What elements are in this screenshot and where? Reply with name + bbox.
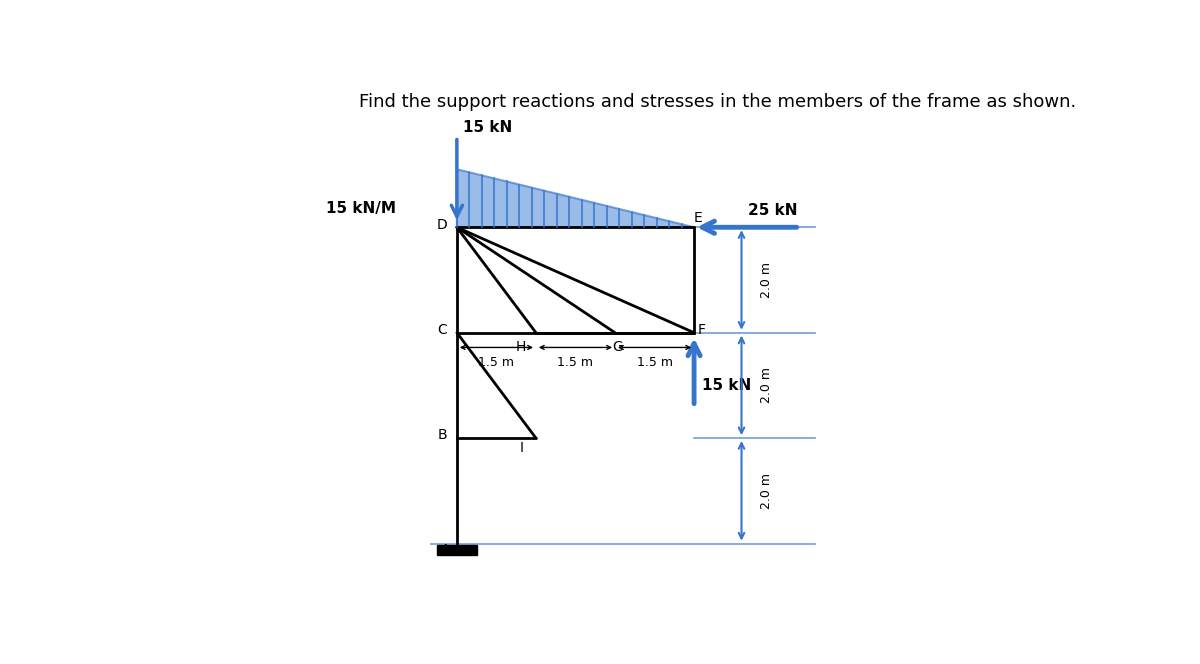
Text: H: H	[516, 341, 527, 355]
Text: D: D	[437, 218, 448, 232]
Text: 2.0 m: 2.0 m	[760, 367, 773, 404]
Polygon shape	[457, 169, 694, 227]
Text: 15 kN: 15 kN	[463, 120, 512, 135]
Text: 1.5 m: 1.5 m	[636, 356, 672, 369]
Text: G: G	[612, 341, 623, 355]
Bar	[437, 544, 476, 555]
Text: 15 kN: 15 kN	[702, 378, 751, 393]
Text: C: C	[437, 323, 446, 337]
Text: 2.0 m: 2.0 m	[760, 262, 773, 298]
Text: 1.5 m: 1.5 m	[558, 356, 594, 369]
Text: 2.0 m: 2.0 m	[760, 473, 773, 509]
Text: E: E	[694, 210, 703, 225]
Text: B: B	[437, 428, 446, 442]
Text: F: F	[698, 323, 706, 337]
Text: A: A	[440, 543, 450, 557]
Text: 25 kN: 25 kN	[749, 203, 798, 218]
Text: 1.5 m: 1.5 m	[479, 356, 515, 369]
Text: Find the support reactions and stresses in the members of the frame as shown.: Find the support reactions and stresses …	[359, 93, 1076, 111]
Text: 15 kN/M: 15 kN/M	[326, 201, 396, 216]
Text: I: I	[520, 441, 523, 455]
